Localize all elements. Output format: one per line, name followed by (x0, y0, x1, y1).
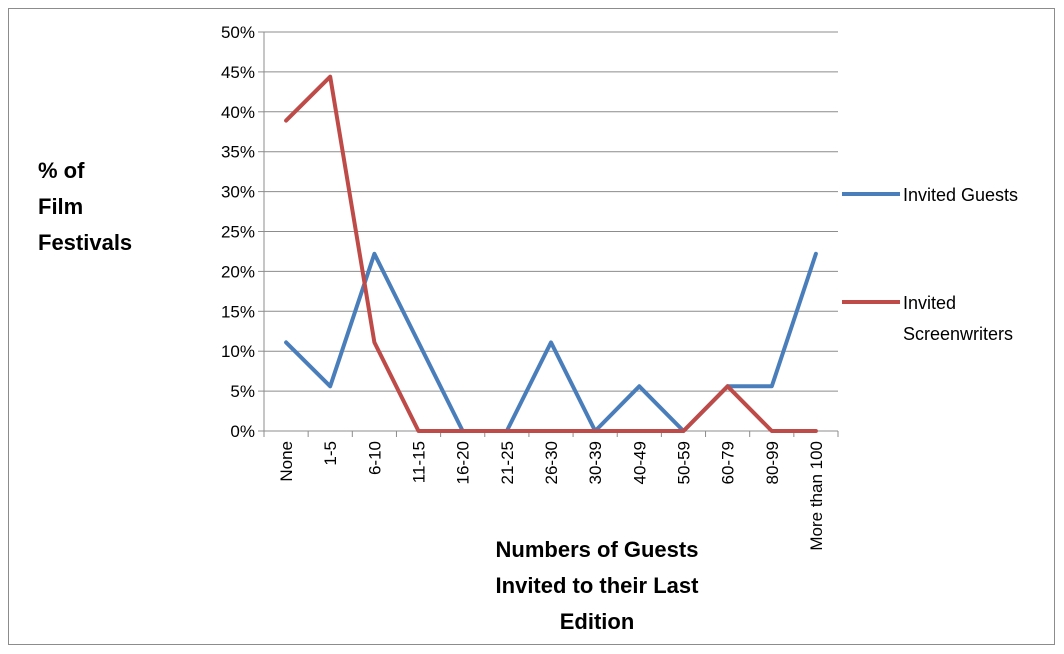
chart-frame (8, 8, 1055, 645)
x-axis-title: Numbers of Guests Invited to their Last Ed… (496, 537, 700, 634)
y-tick-label: 35% (221, 143, 255, 162)
y-tick-label: 10% (221, 342, 255, 361)
x-axis-title-line: Numbers of Guests (496, 537, 699, 562)
y-axis-title: % of Film Festivals (38, 158, 132, 255)
x-tick-labels: None 1-5 6-10 11-15 16-20 21-25 26-30 30-39 40-4… (277, 441, 826, 551)
x-tick-label: 21-25 (498, 441, 517, 484)
y-tick-label: 30% (221, 183, 255, 202)
legend-label: Screenwriters (903, 324, 1013, 344)
x-tick-label: 80-99 (763, 441, 782, 484)
gridlines (264, 31, 838, 392)
y-tick-labels: 0% 5% 10% 15% 20% 25% 30% 35% 40% 45% 50% (221, 23, 255, 441)
y-tick-label: 25% (221, 223, 255, 242)
y-tick-label: 0% (230, 422, 255, 441)
y-axis-title-line: Festivals (38, 230, 132, 255)
y-tick-label: 50% (221, 23, 255, 42)
legend-label: Invited Guests (903, 185, 1018, 205)
y-axis-title-line: % of (38, 158, 85, 183)
x-tick-label: 6-10 (365, 441, 384, 475)
y-tick-label: 45% (221, 63, 255, 82)
axes (258, 31, 839, 437)
y-tick-label: 5% (230, 382, 255, 401)
x-tick-label: 16-20 (454, 441, 473, 484)
x-tick-label: None (277, 441, 296, 482)
x-tick-label: 50-59 (674, 441, 693, 484)
series-lines (284, 74, 818, 433)
x-tick-label: 11-15 (410, 441, 429, 483)
x-tick-label: 30-39 (586, 441, 605, 484)
legend-label: Invited (903, 293, 956, 313)
y-tick-label: 15% (221, 302, 255, 321)
y-tick-label: 40% (221, 103, 255, 122)
y-tick-label: 20% (221, 262, 255, 281)
x-tick-label: 26-30 (542, 441, 561, 484)
y-axis-title-line: Film (38, 194, 83, 219)
x-tick-label: 40-49 (630, 441, 649, 484)
x-tick-label: More than 100 (807, 441, 826, 551)
x-axis-title-line: Edition (560, 609, 635, 634)
legend: Invited Guests Invited Screenwriters (842, 185, 1018, 344)
x-tick-label: 60-79 (719, 441, 738, 484)
x-tick-label: 1-5 (321, 441, 340, 466)
series-line-invited-screenwriters (284, 74, 818, 433)
x-axis-title-line: Invited to their Last (496, 573, 700, 598)
